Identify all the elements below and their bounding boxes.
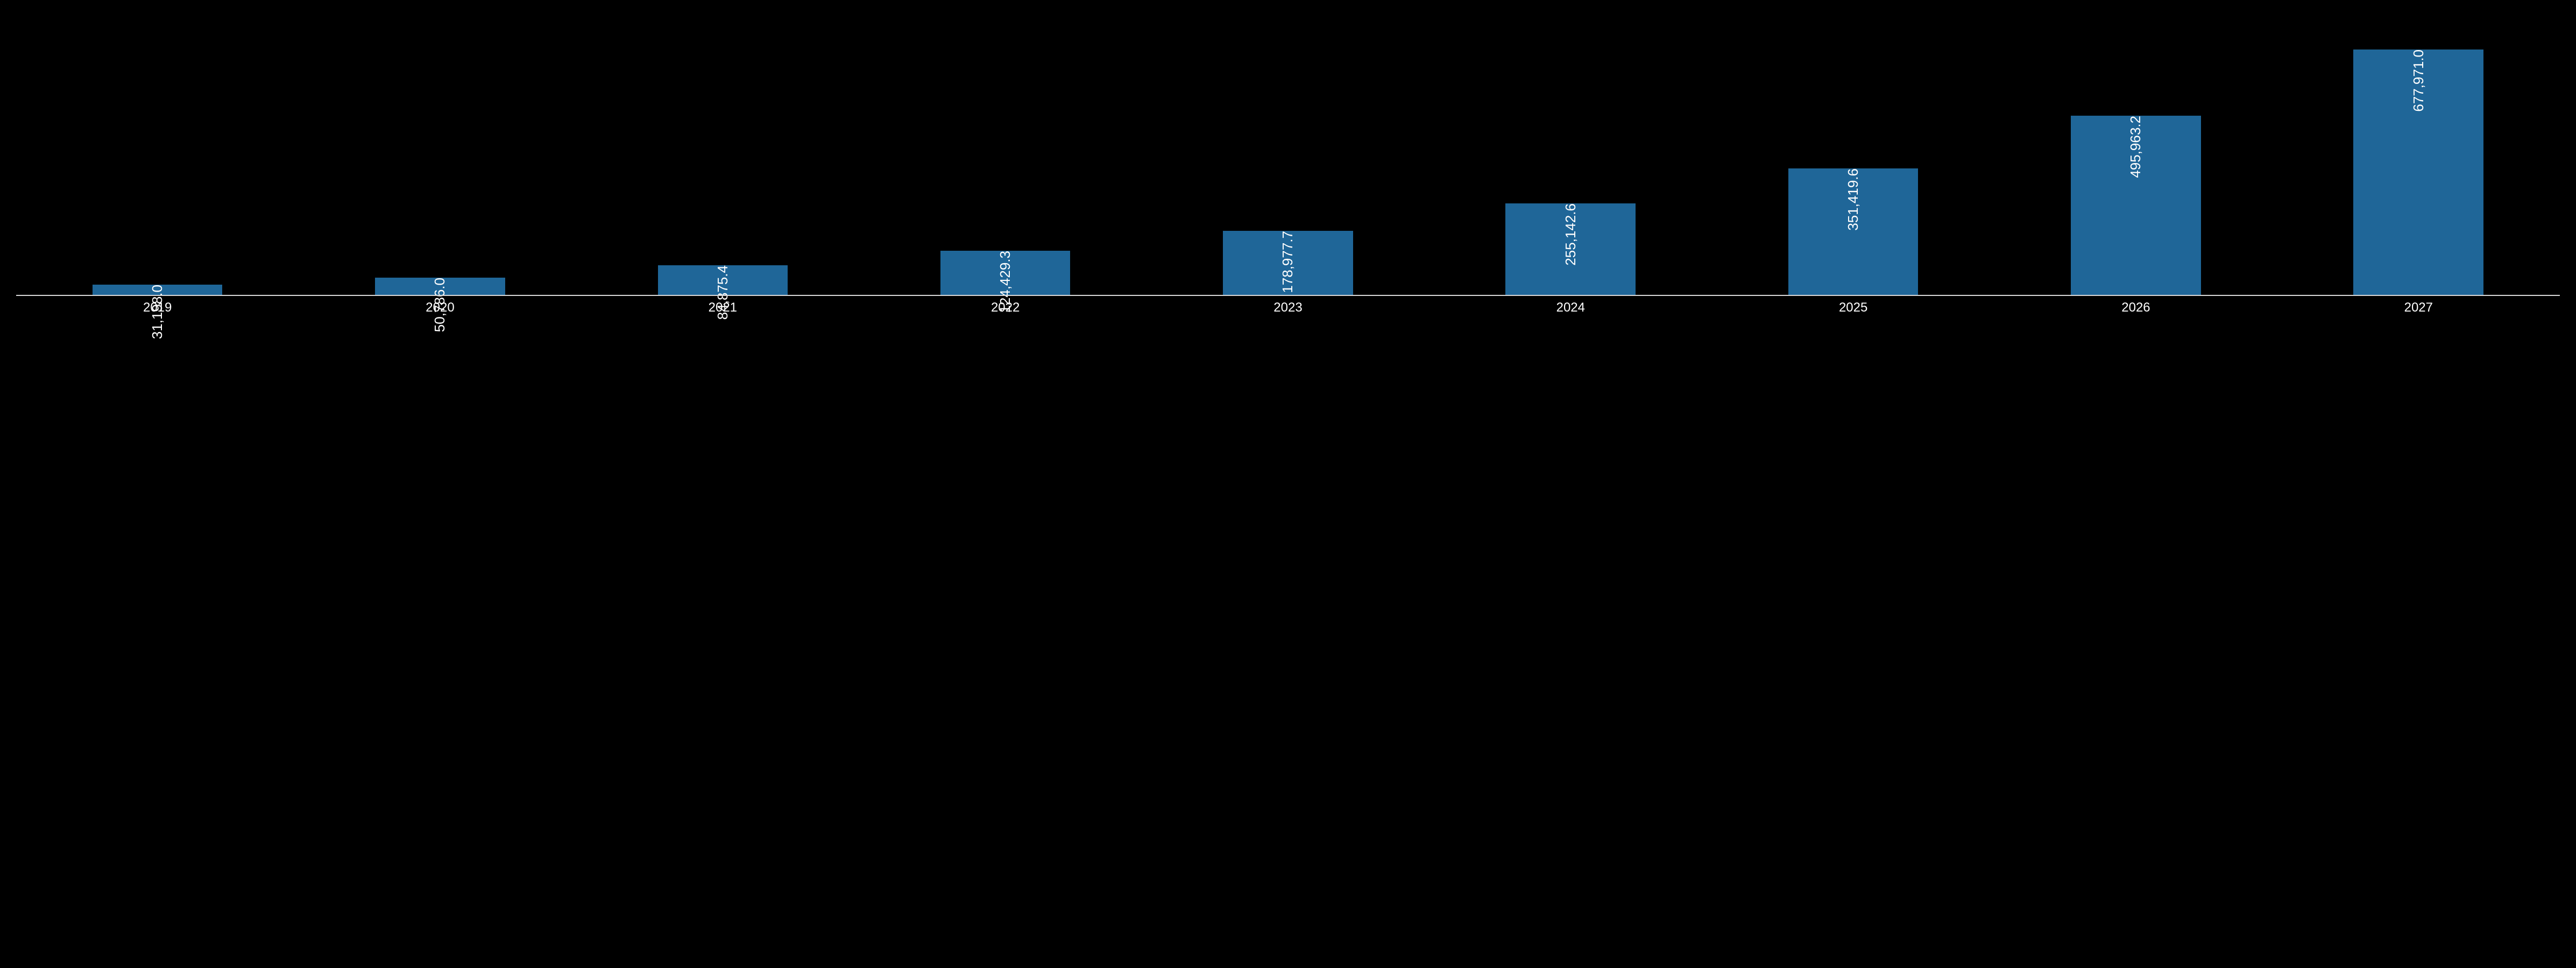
bar: 124,429.3 bbox=[940, 251, 1071, 296]
bar-value-label: 255,142.6 bbox=[1562, 203, 1579, 271]
bar-chart: 31,198.0 50,786.0 84,875.4 124,429.3 178,977… bbox=[0, 16, 2576, 315]
bar: 50,786.0 bbox=[375, 278, 505, 296]
bars-container: 31,198.0 50,786.0 84,875.4 124,429.3 178,977… bbox=[16, 16, 2560, 296]
bar-value-label: 178,977.7 bbox=[1279, 231, 1296, 299]
bar-slot: 50,786.0 bbox=[299, 16, 581, 296]
bar: 495,963.2 bbox=[2071, 116, 2201, 296]
x-axis: 201920202021202220232024202520262027 bbox=[16, 300, 2560, 315]
bar-value-label: 31,198.0 bbox=[149, 285, 166, 344]
bar: 31,198.0 bbox=[93, 285, 223, 296]
bar-value-label: 495,963.2 bbox=[2127, 116, 2144, 183]
x-tick-label: 2024 bbox=[1429, 300, 1712, 315]
bar-slot: 178,977.7 bbox=[1147, 16, 1429, 296]
x-tick-label: 2025 bbox=[1712, 300, 1994, 315]
bar: 84,875.4 bbox=[658, 265, 788, 296]
x-axis-baseline bbox=[16, 295, 2560, 296]
x-tick-label: 2023 bbox=[1147, 300, 1429, 315]
x-tick-label: 2026 bbox=[1994, 300, 2277, 315]
bar-slot: 495,963.2 bbox=[1994, 16, 2277, 296]
bar: 351,419.6 bbox=[1788, 168, 1919, 296]
bar-slot: 124,429.3 bbox=[864, 16, 1147, 296]
bar-value-label: 351,419.6 bbox=[1845, 168, 1862, 236]
bar-slot: 351,419.6 bbox=[1712, 16, 1994, 296]
bar-value-label: 50,786.0 bbox=[431, 278, 448, 337]
plot-area: 31,198.0 50,786.0 84,875.4 124,429.3 178,977… bbox=[16, 16, 2560, 296]
bar-slot: 677,971.0 bbox=[2277, 16, 2560, 296]
bar-value-label: 124,429.3 bbox=[997, 251, 1014, 319]
bar-slot: 31,198.0 bbox=[16, 16, 299, 296]
bar-slot: 84,875.4 bbox=[582, 16, 864, 296]
x-tick-label: 2027 bbox=[2277, 300, 2560, 315]
bar-slot: 255,142.6 bbox=[1429, 16, 1712, 296]
bar: 677,971.0 bbox=[2353, 50, 2483, 296]
bar: 178,977.7 bbox=[1223, 231, 1353, 296]
bar-value-label: 677,971.0 bbox=[2410, 50, 2427, 117]
bar: 255,142.6 bbox=[1505, 203, 1636, 296]
